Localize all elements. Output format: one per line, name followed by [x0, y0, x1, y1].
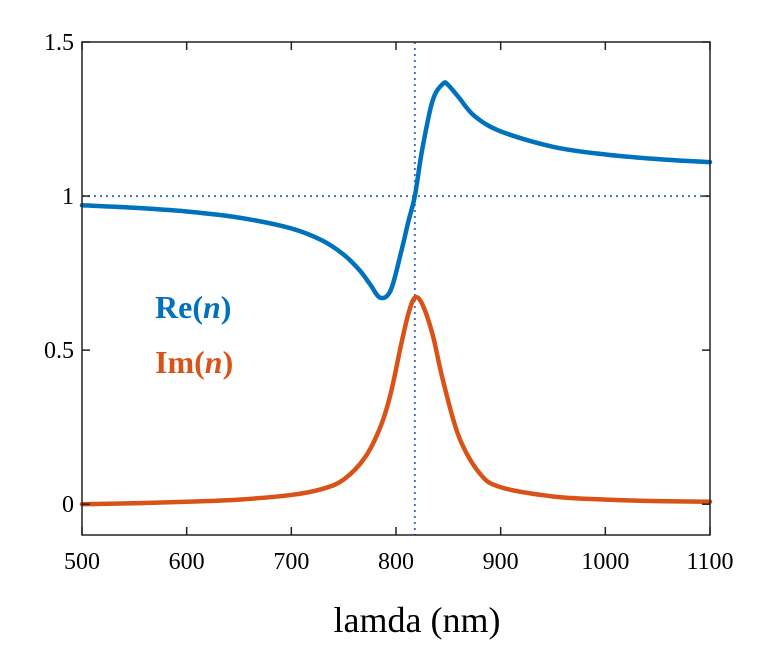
legend-re-var: n	[203, 289, 221, 325]
x-tick-label-1100: 1100	[686, 549, 733, 575]
x-tick-label-600: 600	[169, 549, 205, 575]
y-tick-label-1.5: 1.5	[44, 30, 74, 56]
x-tick-label-700: 700	[273, 549, 309, 575]
series-re-line	[79, 80, 713, 301]
y-tick-label-1: 1	[62, 184, 74, 210]
tick-labels: 500 600 700 800 900 1000 1100 0 0.5 1 1.5	[44, 30, 734, 575]
legend-im-var: n	[205, 344, 223, 380]
legend-re-prefix: Re(	[155, 289, 203, 325]
x-tick-label-1000: 1000	[581, 549, 629, 575]
x-tick-label-800: 800	[378, 549, 414, 575]
x-tick-label-500: 500	[64, 549, 100, 575]
legend-im-suffix: )	[223, 344, 234, 380]
y-tick-label-0: 0	[62, 492, 74, 518]
x-tick-label-900: 900	[483, 549, 519, 575]
legend-re-suffix: )	[221, 289, 232, 325]
reference-lines	[82, 42, 710, 535]
y-tick-label-0.5: 0.5	[44, 338, 74, 364]
series-im-line	[79, 294, 713, 507]
legend-im-prefix: Im(	[155, 344, 205, 380]
series-lines	[79, 80, 713, 507]
ticks	[81, 41, 711, 535]
x-axis-title: lamda (nm)	[334, 600, 501, 640]
legend-entry-re: Re(n)	[155, 289, 231, 325]
legend-entry-im: Im(n)	[155, 344, 233, 380]
